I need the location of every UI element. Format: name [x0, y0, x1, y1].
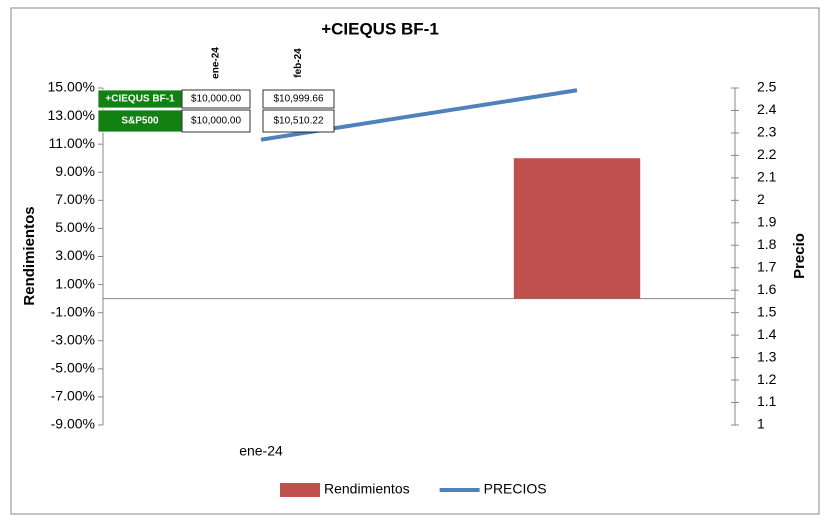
- y2-tick-label: 1.6: [757, 281, 777, 297]
- y2-tick-label: 2.2: [757, 146, 777, 162]
- y-tick-label: -9.00%: [51, 416, 95, 432]
- y-tick-label: -3.00%: [51, 331, 95, 347]
- y2-tick-label: 1: [757, 416, 765, 432]
- y2-tick-label: 1.7: [757, 258, 777, 274]
- table-cell-text: $10,000.00: [191, 94, 241, 105]
- y-tick-label: -7.00%: [51, 388, 95, 404]
- table-cell-text: $10,999.66: [273, 94, 323, 105]
- table-cell: [262, 109, 335, 133]
- table-cell-text: $10,000.00: [191, 116, 241, 127]
- y2-tick-label: 1.8: [757, 236, 777, 252]
- table-cell: [181, 109, 251, 133]
- y-tick-label: 1.00%: [55, 275, 95, 291]
- y2-tick-label: 1.5: [757, 303, 777, 319]
- table-cell-text: $10,510.22: [273, 116, 323, 127]
- chart-title: +CIEQUS BF-1: [321, 19, 439, 38]
- legend-label: PRECIOS: [484, 481, 547, 497]
- y2-tick-label: 2.1: [757, 169, 777, 185]
- legend-swatch: [280, 483, 320, 497]
- table-cell: [181, 89, 251, 109]
- y-tick-label: 15.00%: [48, 79, 95, 95]
- chart-border: [10, 7, 820, 515]
- y2-tick-label: 2.5: [757, 79, 777, 95]
- y-axis-title: Rendimientos: [21, 206, 38, 305]
- y-tick-label: 3.00%: [55, 247, 95, 263]
- table-column-header: feb-24: [293, 48, 304, 78]
- y2-tick-label: 1.3: [757, 348, 777, 364]
- y2-tick-label: 1.9: [757, 214, 777, 230]
- y2-tick-label: 1.1: [757, 393, 777, 409]
- y2-tick-label: 2.3: [757, 124, 777, 140]
- bar: [513, 158, 641, 299]
- y2-tick-label: 2: [757, 191, 765, 207]
- x-tick-label: ene-24: [239, 443, 283, 459]
- y-tick-label: -1.00%: [51, 303, 95, 319]
- y-tick-label: 5.00%: [55, 219, 95, 235]
- y2-tick-label: 2.4: [757, 101, 777, 117]
- y-tick-label: 13.00%: [48, 107, 95, 123]
- table-row-header: +CIEQUS BF-1: [105, 94, 175, 105]
- table-column-header: ene-24: [211, 47, 222, 79]
- y2-tick-label: 1.2: [757, 371, 777, 387]
- y-tick-label: 9.00%: [55, 163, 95, 179]
- y-tick-label: -5.00%: [51, 360, 95, 376]
- y2-tick-label: 1.4: [757, 326, 777, 342]
- table-cell: [262, 89, 335, 109]
- y-tick-label: 7.00%: [55, 191, 95, 207]
- y2-axis-title: Precio: [791, 233, 808, 279]
- table-row-header: S&P500: [121, 116, 159, 127]
- y-tick-label: 11.00%: [49, 135, 95, 151]
- legend-label: Rendimientos: [324, 481, 410, 497]
